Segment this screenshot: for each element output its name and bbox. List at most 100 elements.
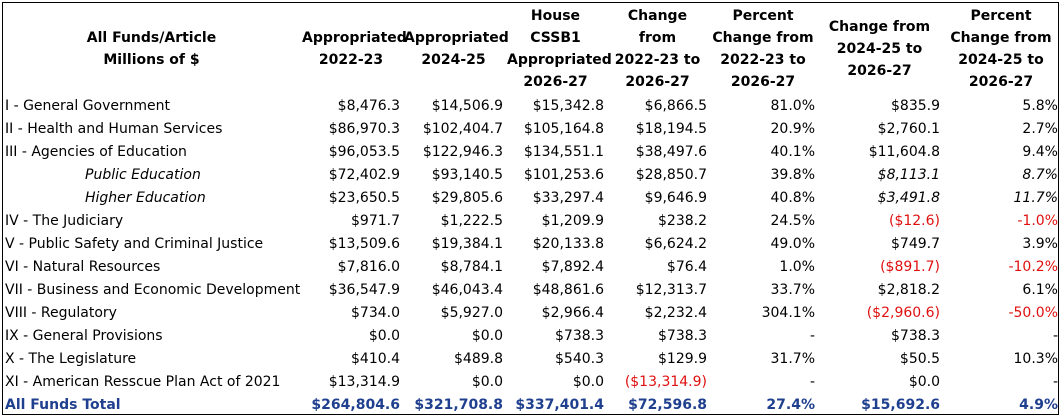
cell: $2,966.4 <box>541 304 604 321</box>
cell: $835.9 <box>891 97 940 114</box>
cell: 8.7% <box>1022 166 1058 183</box>
cell: $46,043.4 <box>431 281 503 298</box>
cell: $1,209.9 <box>541 212 604 229</box>
cell: 9.4% <box>1022 143 1058 160</box>
row-label: VIII - Regulatory <box>5 304 117 321</box>
cell: $337,401.4 <box>515 396 604 413</box>
cell: $264,804.6 <box>311 396 400 413</box>
row-label: II - Health and Human Services <box>5 120 223 137</box>
cell: 27.4% <box>766 396 815 413</box>
cell: $13,509.6 <box>328 235 400 252</box>
cell: 40.8% <box>770 189 815 206</box>
cell: 304.1% <box>761 304 815 321</box>
cell: 3.9% <box>1022 235 1058 252</box>
cell: $19,384.1 <box>431 235 503 252</box>
cell: 11.7% <box>1013 189 1058 206</box>
row-label: VII - Business and Economic Development <box>5 281 300 298</box>
table-row: Public Education $72,402.9 $93,140.5 $10… <box>3 163 1060 186</box>
cell: - <box>1052 373 1058 390</box>
cell: $0.0 <box>471 373 503 390</box>
cell: ($2,960.6) <box>866 304 940 321</box>
cell: $738.3 <box>555 327 604 344</box>
cell: $0.0 <box>471 327 503 344</box>
cell: $102,404.7 <box>422 120 503 137</box>
header-percent-change-2022-23: Percent Change from 2022-23 to 2026-27 <box>712 7 814 90</box>
cell: $72,596.8 <box>628 396 707 413</box>
cell: $76.4 <box>666 258 707 275</box>
cell: 5.8% <box>1022 97 1058 114</box>
row-label: X - The Legislature <box>5 350 137 367</box>
cell: $738.3 <box>891 327 940 344</box>
cell: - <box>809 373 815 390</box>
table-row: V - Public Safety and Criminal Justice $… <box>3 232 1060 255</box>
cell: -1.0% <box>1017 212 1058 229</box>
cell: $971.7 <box>351 212 400 229</box>
cell: $122,946.3 <box>422 143 503 160</box>
table-row: IX - General Provisions $0.0 $0.0 $738.3… <box>3 324 1060 347</box>
cell: $489.8 <box>454 350 503 367</box>
cell: $6,866.5 <box>644 97 707 114</box>
cell: $28,850.7 <box>635 166 707 183</box>
cell: $8,784.1 <box>440 258 503 275</box>
cell: $72,402.9 <box>328 166 400 183</box>
header-article: All Funds/Article Millions of $ <box>86 29 217 68</box>
row-label: IX - General Provisions <box>5 327 163 344</box>
cell: $321,708.8 <box>414 396 503 413</box>
row-label: XI - American Resscue Plan Act of 2021 <box>5 373 281 390</box>
cell: ($12.6) <box>888 212 940 229</box>
cell: 1.0% <box>779 258 815 275</box>
cell: $9,646.9 <box>644 189 707 206</box>
cell: $7,892.4 <box>541 258 604 275</box>
table-row: VI - Natural Resources $7,816.0 $8,784.1… <box>3 255 1060 278</box>
cell: $15,692.6 <box>861 396 940 413</box>
cell: $86,970.3 <box>328 120 400 137</box>
header-percent-change-2024-25: Percent Change from 2024-25 to 2026-27 <box>950 7 1052 90</box>
cell: 33.7% <box>770 281 815 298</box>
cell: $2,232.4 <box>644 304 707 321</box>
header-change-2024-25: Change from 2024-25 to 2026-27 <box>828 18 931 79</box>
cell: 6.1% <box>1022 281 1058 298</box>
cell: 40.1% <box>770 143 815 160</box>
cell: $2,760.1 <box>877 120 940 137</box>
cell: $238.2 <box>658 212 707 229</box>
row-label: V - Public Safety and Criminal Justice <box>5 235 264 252</box>
cell: $93,140.5 <box>431 166 503 183</box>
cell: $2,818.2 <box>877 281 940 298</box>
cell: ($891.7) <box>880 258 940 275</box>
cell: $33,297.4 <box>532 189 604 206</box>
cell: $13,314.9 <box>328 373 400 390</box>
row-label: Higher Education <box>85 189 206 206</box>
table-row: I - General Government $8,476.3 $14,506.… <box>3 94 1060 117</box>
cell: $12,313.7 <box>635 281 707 298</box>
table-row: III - Agencies of Education $96,053.5 $1… <box>3 140 1060 163</box>
table-row: II - Health and Human Services $86,970.3… <box>3 117 1060 140</box>
row-label: I - General Government <box>5 97 171 114</box>
cell: $29,805.6 <box>431 189 503 206</box>
cell: 49.0% <box>770 235 815 252</box>
cell: $738.3 <box>658 327 707 344</box>
cell: $540.3 <box>555 350 604 367</box>
table-row: VII - Business and Economic Development … <box>3 278 1060 301</box>
table-row: Higher Education $23,650.5 $29,805.6 $33… <box>3 186 1060 209</box>
cell: $11,604.8 <box>868 143 940 160</box>
table-row: X - The Legislature $410.4 $489.8 $540.3… <box>3 347 1060 370</box>
funds-table: All Funds/Article Millions of $ Appropri… <box>3 3 1060 416</box>
row-label: III - Agencies of Education <box>5 143 187 160</box>
cell: ($13,314.9) <box>624 373 707 390</box>
cell: $749.7 <box>891 235 940 252</box>
cell: $0.0 <box>368 327 400 344</box>
cell: $129.9 <box>658 350 707 367</box>
cell: $101,253.6 <box>523 166 604 183</box>
header-row: All Funds/Article Millions of $ Appropri… <box>3 3 1060 94</box>
cell: 2.7% <box>1022 120 1058 137</box>
cell: $5,927.0 <box>440 304 503 321</box>
cell: $134,551.1 <box>523 143 604 160</box>
row-label: IV - The Judiciary <box>5 212 124 229</box>
cell: $0.0 <box>572 373 604 390</box>
row-label: VI - Natural Resources <box>5 258 161 275</box>
cell: $48,861.6 <box>532 281 604 298</box>
cell: - <box>809 327 815 344</box>
table-row: VIII - Regulatory $734.0 $5,927.0 $2,966… <box>3 301 1060 324</box>
cell: 31.7% <box>770 350 815 367</box>
